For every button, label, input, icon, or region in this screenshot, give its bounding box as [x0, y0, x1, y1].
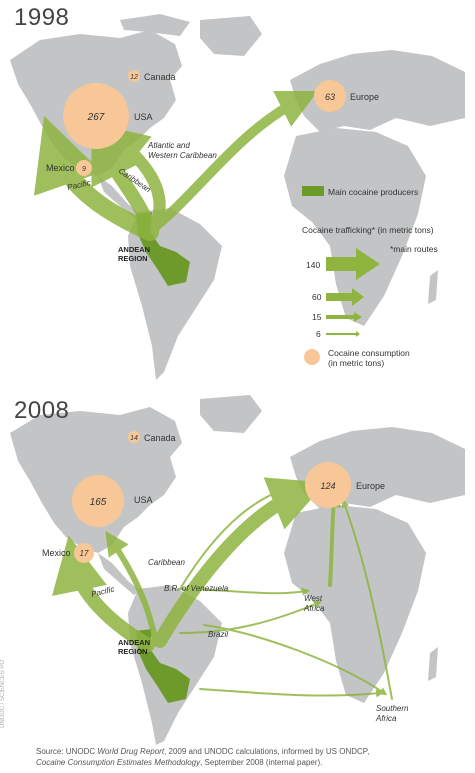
circle-canada-2008 [128, 431, 140, 443]
madagascar-shape [428, 270, 438, 304]
credit-text: UNODC / SCIENCES PO [0, 660, 6, 729]
source-prefix: Source: UNODC [36, 747, 98, 756]
value-canada-2008: 14 [130, 435, 138, 442]
atlantic-line-2: Western Caribbean [148, 151, 217, 160]
greenland-shape-2008 [200, 395, 262, 433]
land-masses-2008 [10, 395, 465, 745]
circle-canada-1998 [128, 70, 140, 82]
routes-2008 [52, 477, 393, 700]
label-canada-1998: Canada [144, 72, 176, 82]
legend-value-60: 60 [312, 292, 322, 302]
legend-trafficking-title: Cocaine trafficking* (in metric tons) [302, 225, 434, 235]
label-europe-1998: Europe [350, 92, 379, 102]
label-usa-1998: USA [134, 112, 153, 122]
source-title2: Cocaine Consumption Estimates Methodolog… [36, 758, 201, 767]
label-canada-2008: Canada [144, 433, 176, 443]
greenland-shape [200, 16, 262, 56]
year-heading-1998: 1998 [14, 4, 70, 31]
atlantic-line-1: Atlantic and [147, 141, 190, 150]
africa-shape-2008 [284, 505, 426, 703]
andean-label-1998-l1: ANDEAN [118, 245, 150, 254]
route-2008-south-africa [199, 688, 384, 698]
circle-mexico-2008 [74, 543, 94, 563]
route-2008-sa-europe [341, 499, 393, 700]
circle-usa-1998 [63, 83, 129, 149]
route-label-venezuela-2008: B.R. of Venezuela [164, 584, 229, 593]
andean-label-1998-l2: REGION [118, 254, 148, 263]
consumption-1998 [63, 70, 346, 176]
source-middle: , 2009 and UNODC calculations, informed … [164, 747, 370, 756]
circle-europe-1998 [314, 80, 346, 112]
africa-shape [284, 128, 426, 326]
route-2008-north [179, 481, 304, 590]
source-suffix: , September 2008 (internal paper). [200, 758, 323, 767]
route-2008-brazil-sa [203, 624, 388, 696]
route-2008-pacific [52, 535, 155, 652]
andean-label-2008-l1: ANDEAN [118, 638, 150, 647]
source-note: Source: UNODC World Drug Report, 2009 an… [36, 746, 466, 768]
label-mexico-2008: Mexico [42, 548, 71, 558]
source-report: World Drug Report [97, 747, 165, 756]
value-mexico-2008: 17 [80, 549, 89, 558]
route-2008-venezuela [153, 477, 326, 648]
value-usa-2008: 165 [90, 497, 107, 508]
map-panel-2008: 165 USA 14 Canada 17 Mexico 124 Europe C… [0, 393, 475, 748]
legend-producer-label: Main cocaine producers [328, 187, 418, 197]
legend-value-15: 15 [312, 312, 322, 322]
consumption-2008 [72, 431, 351, 563]
label-mexico-1998: Mexico [46, 163, 75, 173]
legend-value-140: 140 [306, 260, 320, 270]
legend-producer-swatch [302, 186, 324, 196]
value-canada-1998: 12 [130, 74, 138, 81]
value-europe-2008: 124 [320, 481, 335, 491]
circle-usa-2008 [72, 475, 124, 527]
legend-arrow-60 [326, 288, 364, 306]
circle-mexico-1998 [76, 160, 92, 176]
map-panel-1998: 267 USA 12 Canada 9 Mexico 63 Europe Atl… [10, 4, 465, 380]
legend-consumption-label: Cocaine consumption (in metric tons) [328, 348, 412, 368]
route-label-southern-africa-2008: Southern Africa [375, 704, 411, 723]
central-america-shape-2008 [98, 553, 140, 595]
value-usa-1998: 267 [87, 112, 105, 123]
andean-label-2008-l2: REGION [118, 647, 148, 656]
route-2008-caribbean [105, 531, 159, 646]
route-2008-west-africa [177, 587, 310, 596]
route-2008-brazil [179, 600, 322, 634]
legend-consumption-swatch [304, 349, 320, 365]
legend-arrow-6 [326, 331, 360, 337]
route-label-pacific-2008: Pacific [90, 585, 115, 599]
legend: Main cocaine producers Cocaine trafficki… [302, 186, 438, 368]
value-europe-1998: 63 [325, 92, 335, 102]
value-mexico-1998: 9 [82, 166, 86, 173]
route-1998-europe [151, 91, 318, 231]
route-1998-atlantic [99, 124, 166, 234]
map-2008-svg: 165 USA 14 Canada 17 Mexico 124 Europe C… [10, 395, 465, 745]
madagascar-shape-2008 [428, 647, 438, 681]
legend-value-6: 6 [316, 329, 321, 339]
route-1998-pacific [33, 116, 159, 241]
route-label-caribbean-2008: Caribbean [148, 558, 185, 567]
route-label-west-africa-2008: West Africa [303, 594, 325, 613]
canada-islands-shape [120, 14, 190, 36]
legend-arrow-140 [326, 248, 380, 280]
legend-main-routes: *main routes [390, 244, 438, 254]
route-label-atlantic-1998: Atlantic and Western Caribbean [147, 141, 217, 160]
year-heading-2008: 2008 [14, 397, 70, 424]
legend-arrow-15 [326, 312, 362, 322]
routes-1998 [33, 91, 318, 241]
circle-europe-2008 [305, 462, 351, 508]
route-label-brazil-2008: Brazil [208, 630, 228, 639]
label-europe-2008: Europe [356, 481, 385, 491]
label-usa-2008: USA [134, 495, 153, 505]
map-1998-svg: 267 USA 12 Canada 9 Mexico 63 Europe Atl… [10, 14, 465, 380]
